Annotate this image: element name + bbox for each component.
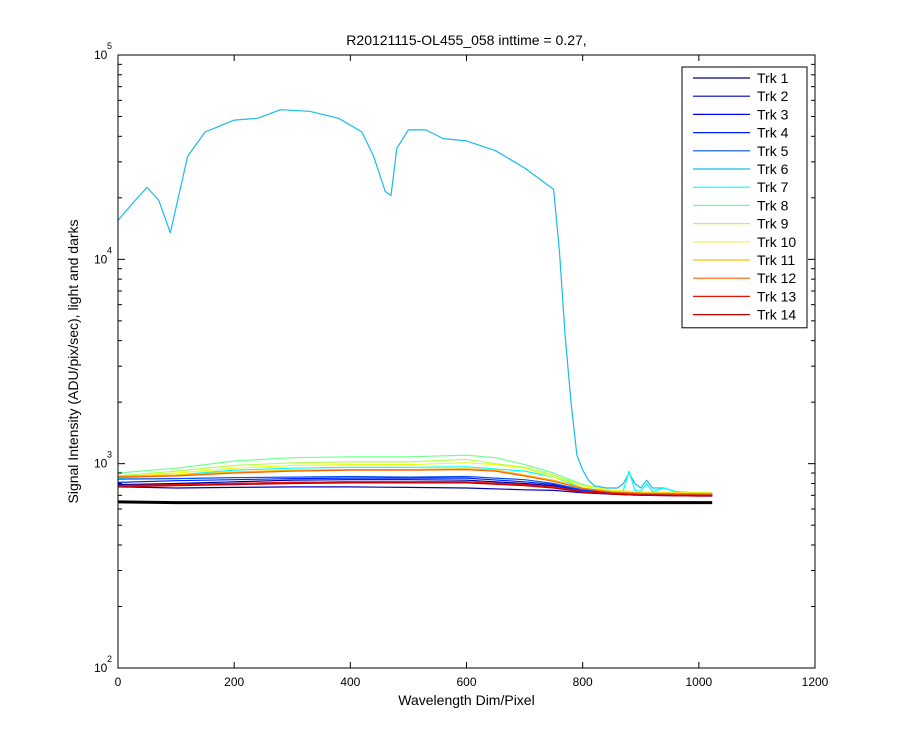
y-tick-exponent: 3 <box>107 450 112 460</box>
legend-label: Trk 10 <box>757 234 796 250</box>
series-group <box>118 109 713 505</box>
x-tick-label: 0 <box>115 675 122 689</box>
x-tick-label: 800 <box>573 675 593 689</box>
legend-label: Trk 5 <box>757 143 789 159</box>
y-tick-label: 10 <box>94 661 108 675</box>
legend-label: Trk 4 <box>757 125 789 141</box>
series-line-trk-12 <box>118 469 713 495</box>
x-tick-label: 200 <box>224 675 244 689</box>
legend-label: Trk 11 <box>757 252 795 268</box>
dark-frame-line <box>118 500 713 505</box>
series-line-trk-13 <box>118 481 713 496</box>
chart-title: R20121115-OL455_058 inttime = 0.27, <box>346 32 586 48</box>
legend-label: Trk 12 <box>757 270 796 286</box>
x-axis-label: Wavelength Dim/Pixel <box>398 692 534 708</box>
series-line-trk-14 <box>118 482 713 497</box>
series-line-trk-6 <box>118 109 713 495</box>
legend-label: Trk 7 <box>757 179 789 195</box>
y-tick-exponent: 5 <box>107 41 112 51</box>
y-tick-exponent: 2 <box>107 654 112 664</box>
legend-label: Trk 1 <box>757 70 789 86</box>
x-tick-label: 600 <box>456 675 476 689</box>
legend-label: Trk 9 <box>757 216 789 232</box>
legend-label: Trk 8 <box>757 197 789 213</box>
y-tick-label: 10 <box>94 252 108 266</box>
x-tick-label: 1000 <box>685 675 712 689</box>
series-line-trk-10 <box>118 462 713 494</box>
legend-label: Trk 3 <box>757 106 789 122</box>
y-tick-exponent: 4 <box>107 245 112 255</box>
legend-label: Trk 2 <box>757 88 789 104</box>
y-axis-label: Signal Intensity (ADU/pix/sec), light an… <box>65 219 81 503</box>
y-tick-label: 10 <box>94 48 108 62</box>
legend-label: Trk 13 <box>757 288 796 304</box>
legend-label: Trk 6 <box>757 161 789 177</box>
y-tick-label: 10 <box>94 457 108 471</box>
x-tick-label: 1200 <box>802 675 829 689</box>
x-tick-label: 400 <box>340 675 360 689</box>
legend: Trk 1 Trk 2 Trk 3 Trk 4 Trk 5 Trk 6 Trk 7 Trk 8… <box>681 66 808 329</box>
legend-label: Trk 14 <box>757 307 796 323</box>
legend-box <box>681 66 808 329</box>
